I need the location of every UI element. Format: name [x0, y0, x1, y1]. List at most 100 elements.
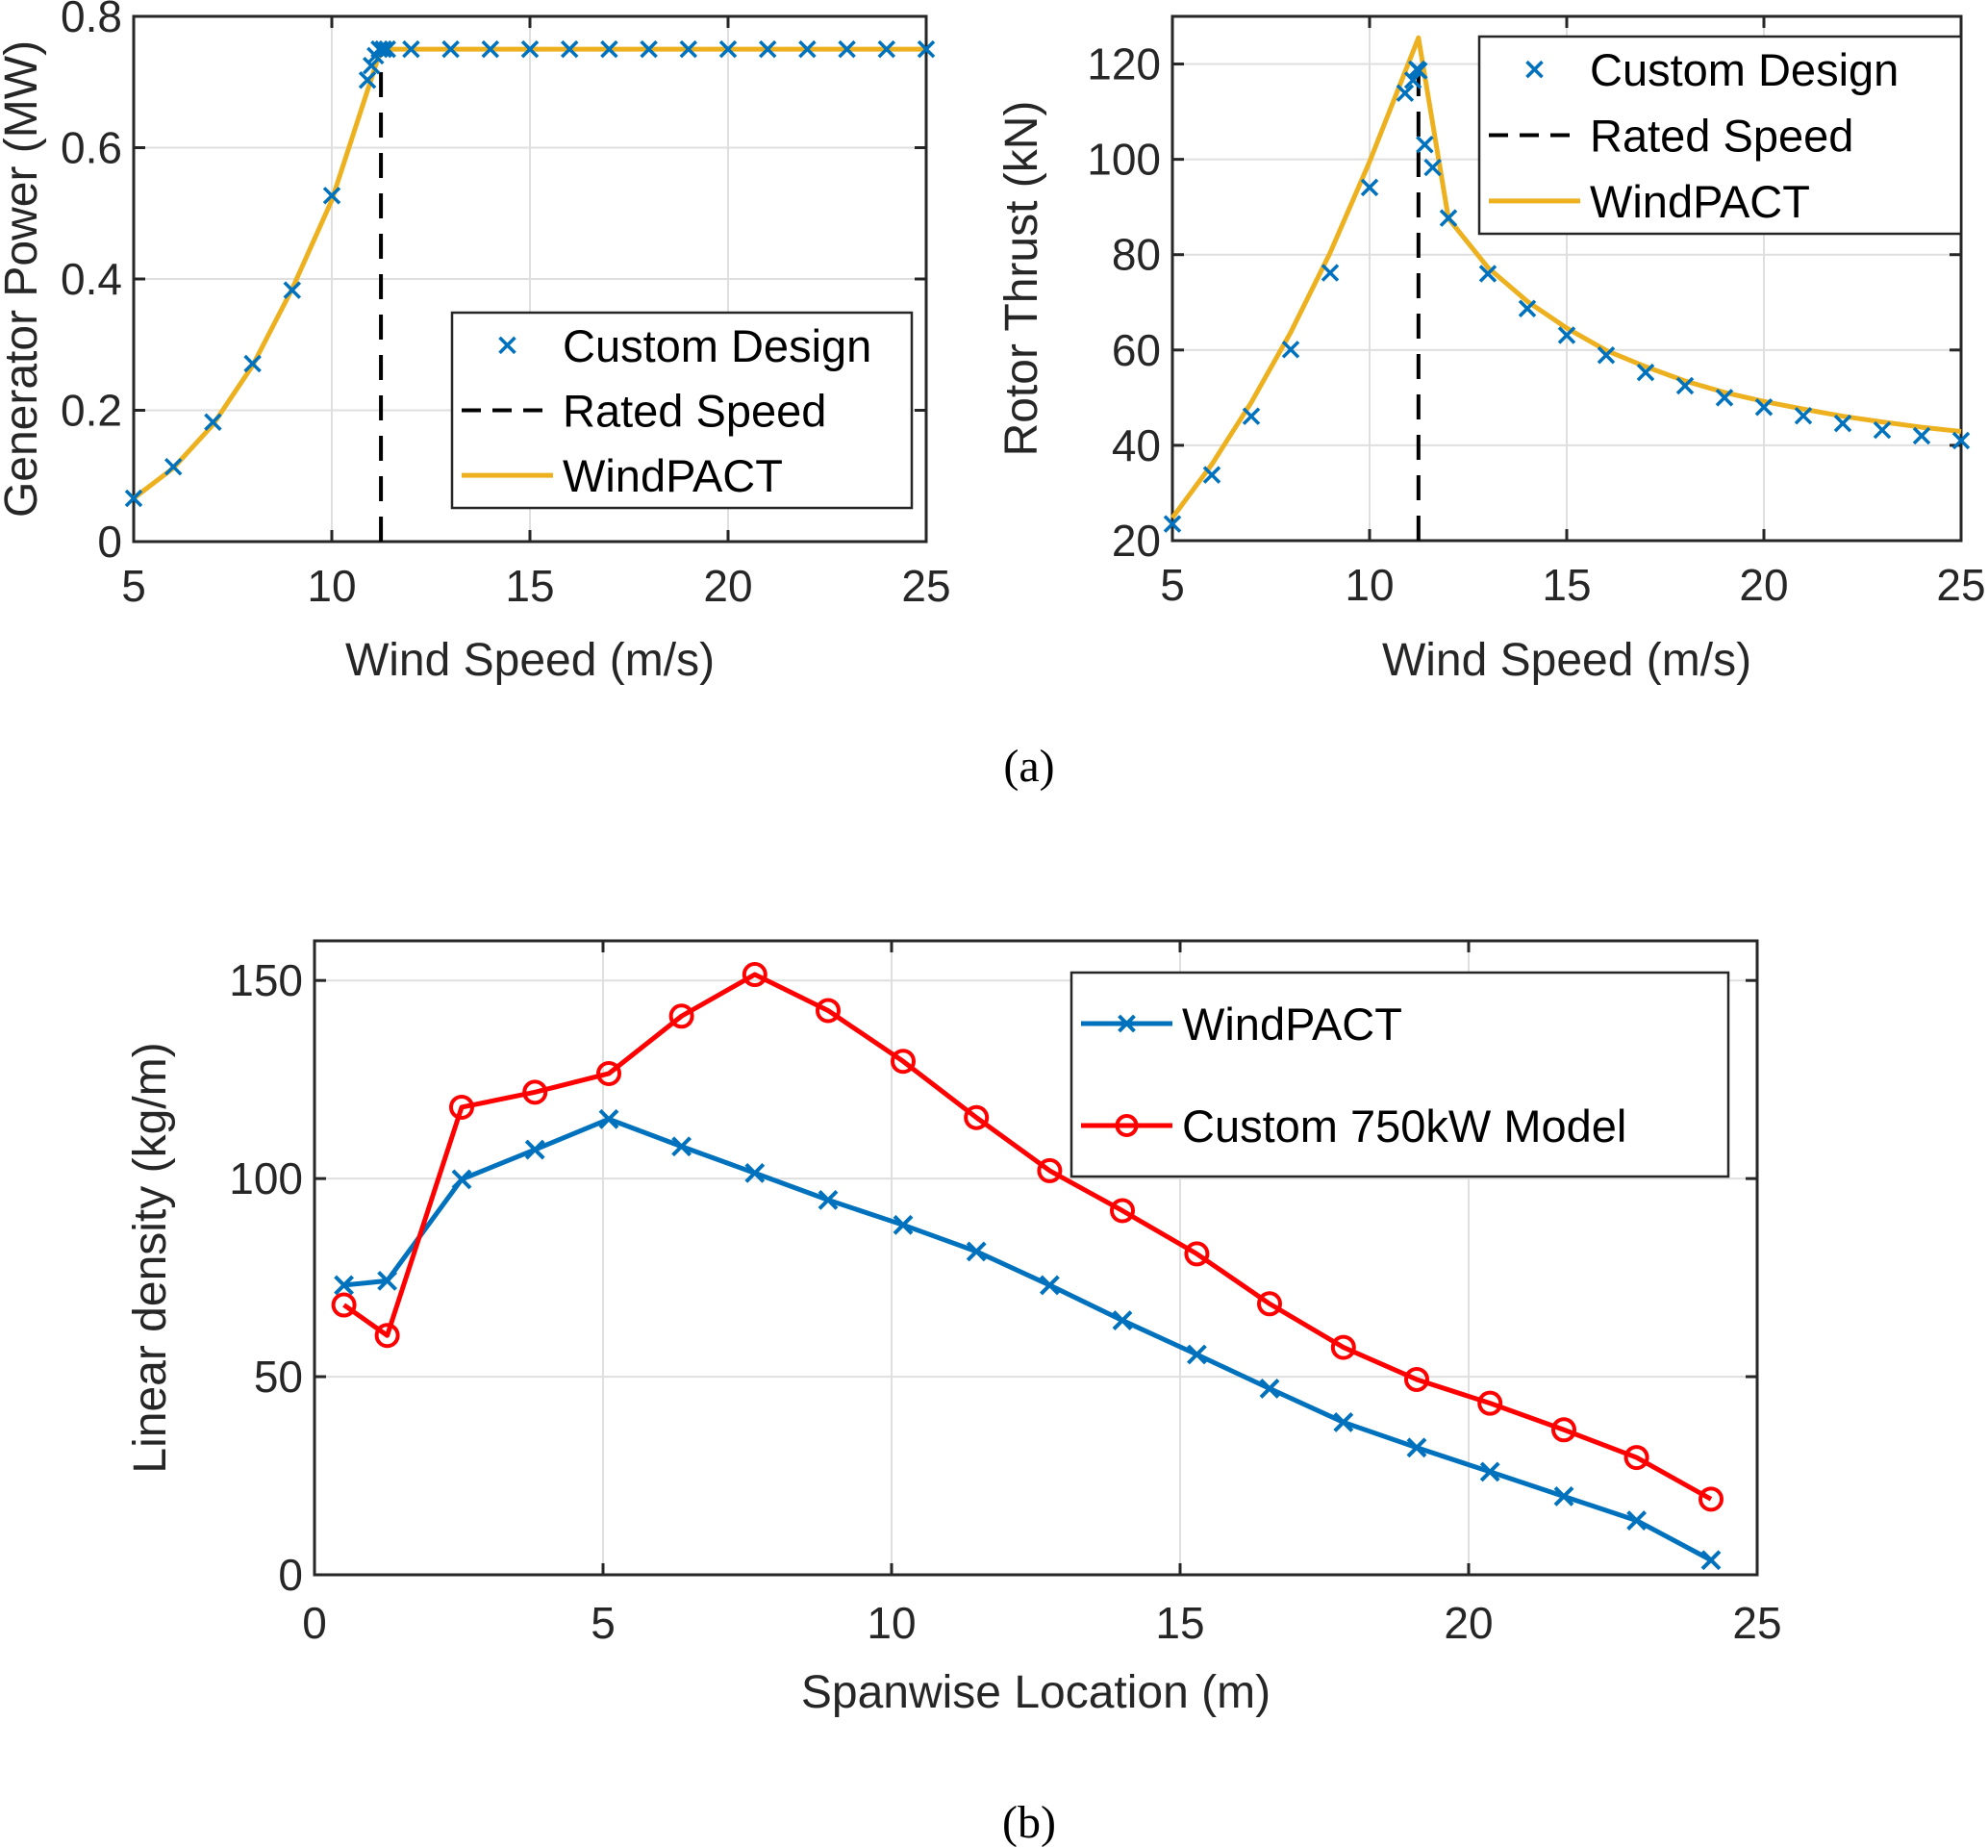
marker-stroke: [498, 336, 516, 355]
data-point: [322, 187, 341, 205]
y-tick-label: 50: [254, 1352, 303, 1402]
data-point: [1184, 1241, 1210, 1267]
marker-stroke: [1163, 515, 1182, 533]
data-point: [1037, 1157, 1063, 1183]
data-point: [374, 1323, 400, 1349]
thrust-chart: 5 10 15 20 25 20 40 60 80 100 120 Wind Speed (m/s) R…: [996, 14, 1986, 686]
legend-x-marker-icon: [498, 336, 516, 355]
y-tick-label: 0: [97, 517, 122, 567]
legend-box: [1069, 971, 1730, 1178]
marker-stroke: [1873, 420, 1892, 440]
data-point: [598, 1108, 619, 1129]
y-tick-label: 20: [1112, 516, 1161, 566]
data-point: [243, 354, 262, 373]
data-point: [816, 998, 841, 1024]
y-tick-label: 0: [278, 1550, 303, 1600]
legend-label: Custom Design: [563, 320, 871, 371]
y-axis-label: Linear density (kg/m): [125, 1042, 176, 1473]
marker-stroke: [1423, 158, 1442, 177]
legend-label: WindPACT: [1182, 999, 1402, 1050]
marker-stroke: [1794, 406, 1813, 425]
data-point: [1112, 1310, 1133, 1330]
marker-stroke: [1403, 71, 1422, 89]
x-tick-label: 20: [1444, 1598, 1493, 1648]
data-point: [1404, 1366, 1429, 1392]
marker-stroke: [1951, 431, 1971, 450]
data-point: [1423, 158, 1442, 177]
data-point: [1439, 209, 1458, 227]
data-point: [362, 56, 381, 75]
legend-item: WindPACT: [1081, 999, 1402, 1050]
marker-stroke: [966, 1241, 987, 1262]
caption-a: (a): [1003, 741, 1054, 792]
series-windpact: [334, 1108, 1722, 1571]
marker-stroke: [838, 39, 856, 59]
data-point: [164, 457, 183, 476]
data-point: [481, 39, 500, 59]
windpact-line: [343, 1116, 1713, 1562]
legend-circle-marker-icon: [1115, 1114, 1139, 1137]
y-tick-label: 80: [1112, 230, 1161, 280]
legend-x-marker-icon: [1525, 60, 1544, 79]
y-tick-label: 0.4: [61, 254, 122, 304]
data-point: [744, 1162, 766, 1183]
data-point: [524, 1139, 545, 1160]
marker-stroke: [377, 1270, 398, 1291]
marker-stroke: [877, 39, 896, 59]
data-point: [522, 1079, 548, 1105]
marker-stroke: [362, 56, 381, 75]
data-point: [1557, 326, 1576, 344]
data-point: [798, 39, 817, 59]
marker-stroke: [1281, 341, 1300, 359]
legend: WindPACT Custom 750kW Model: [1069, 971, 1730, 1178]
data-point: [1186, 1344, 1207, 1365]
data-point: [1873, 420, 1892, 440]
legend-label: WindPACT: [1590, 176, 1810, 227]
marker-stroke: [1112, 1310, 1133, 1330]
marker-stroke: [600, 39, 618, 59]
x-tick-label: 25: [901, 561, 950, 611]
data-point: [1518, 299, 1537, 317]
marker-stroke: [1259, 1379, 1280, 1399]
marker-stroke: [524, 1139, 545, 1160]
data-point: [671, 1136, 692, 1157]
marker-stroke: [1416, 136, 1434, 154]
marker-stroke: [374, 39, 392, 59]
marker-stroke: [1912, 426, 1931, 445]
data-point: [1623, 1445, 1649, 1471]
marker-stroke: [520, 39, 540, 59]
data-point: [1477, 1390, 1503, 1416]
data-point: [441, 39, 460, 59]
marker-stroke: [1715, 389, 1734, 407]
data-point: [1794, 406, 1813, 425]
data-point: [718, 39, 738, 59]
legend-x-marker-icon: [1118, 1014, 1136, 1033]
marker-stroke: [917, 39, 936, 59]
data-point: [1257, 1291, 1282, 1317]
marker-stroke: [204, 413, 222, 432]
marker-stroke: [243, 354, 262, 373]
data-point: [1699, 1486, 1724, 1512]
data-point: [1551, 1417, 1576, 1443]
marker-stroke: [1406, 1437, 1427, 1458]
data-point: [124, 489, 143, 508]
legend-label: Rated Speed: [563, 386, 826, 437]
y-tick-label: 0.8: [61, 0, 122, 41]
data-point: [758, 39, 777, 59]
x-tick-label: 25: [1732, 1598, 1781, 1648]
marker-stroke: [124, 489, 143, 508]
marker-stroke: [1396, 84, 1415, 103]
data-point: [1360, 178, 1379, 197]
data-point: [1281, 341, 1300, 359]
data-point: [1259, 1379, 1280, 1399]
marker-stroke: [1754, 398, 1774, 417]
legend-item: Custom Design: [498, 320, 871, 371]
data-point: [640, 39, 658, 59]
data-point: [451, 1169, 472, 1190]
legend-item: WindPACT: [1489, 176, 1810, 227]
data-point: [204, 413, 222, 432]
y-tick-label: 120: [1087, 39, 1161, 89]
marker-stroke: [1202, 466, 1221, 484]
data-point: [917, 39, 936, 59]
